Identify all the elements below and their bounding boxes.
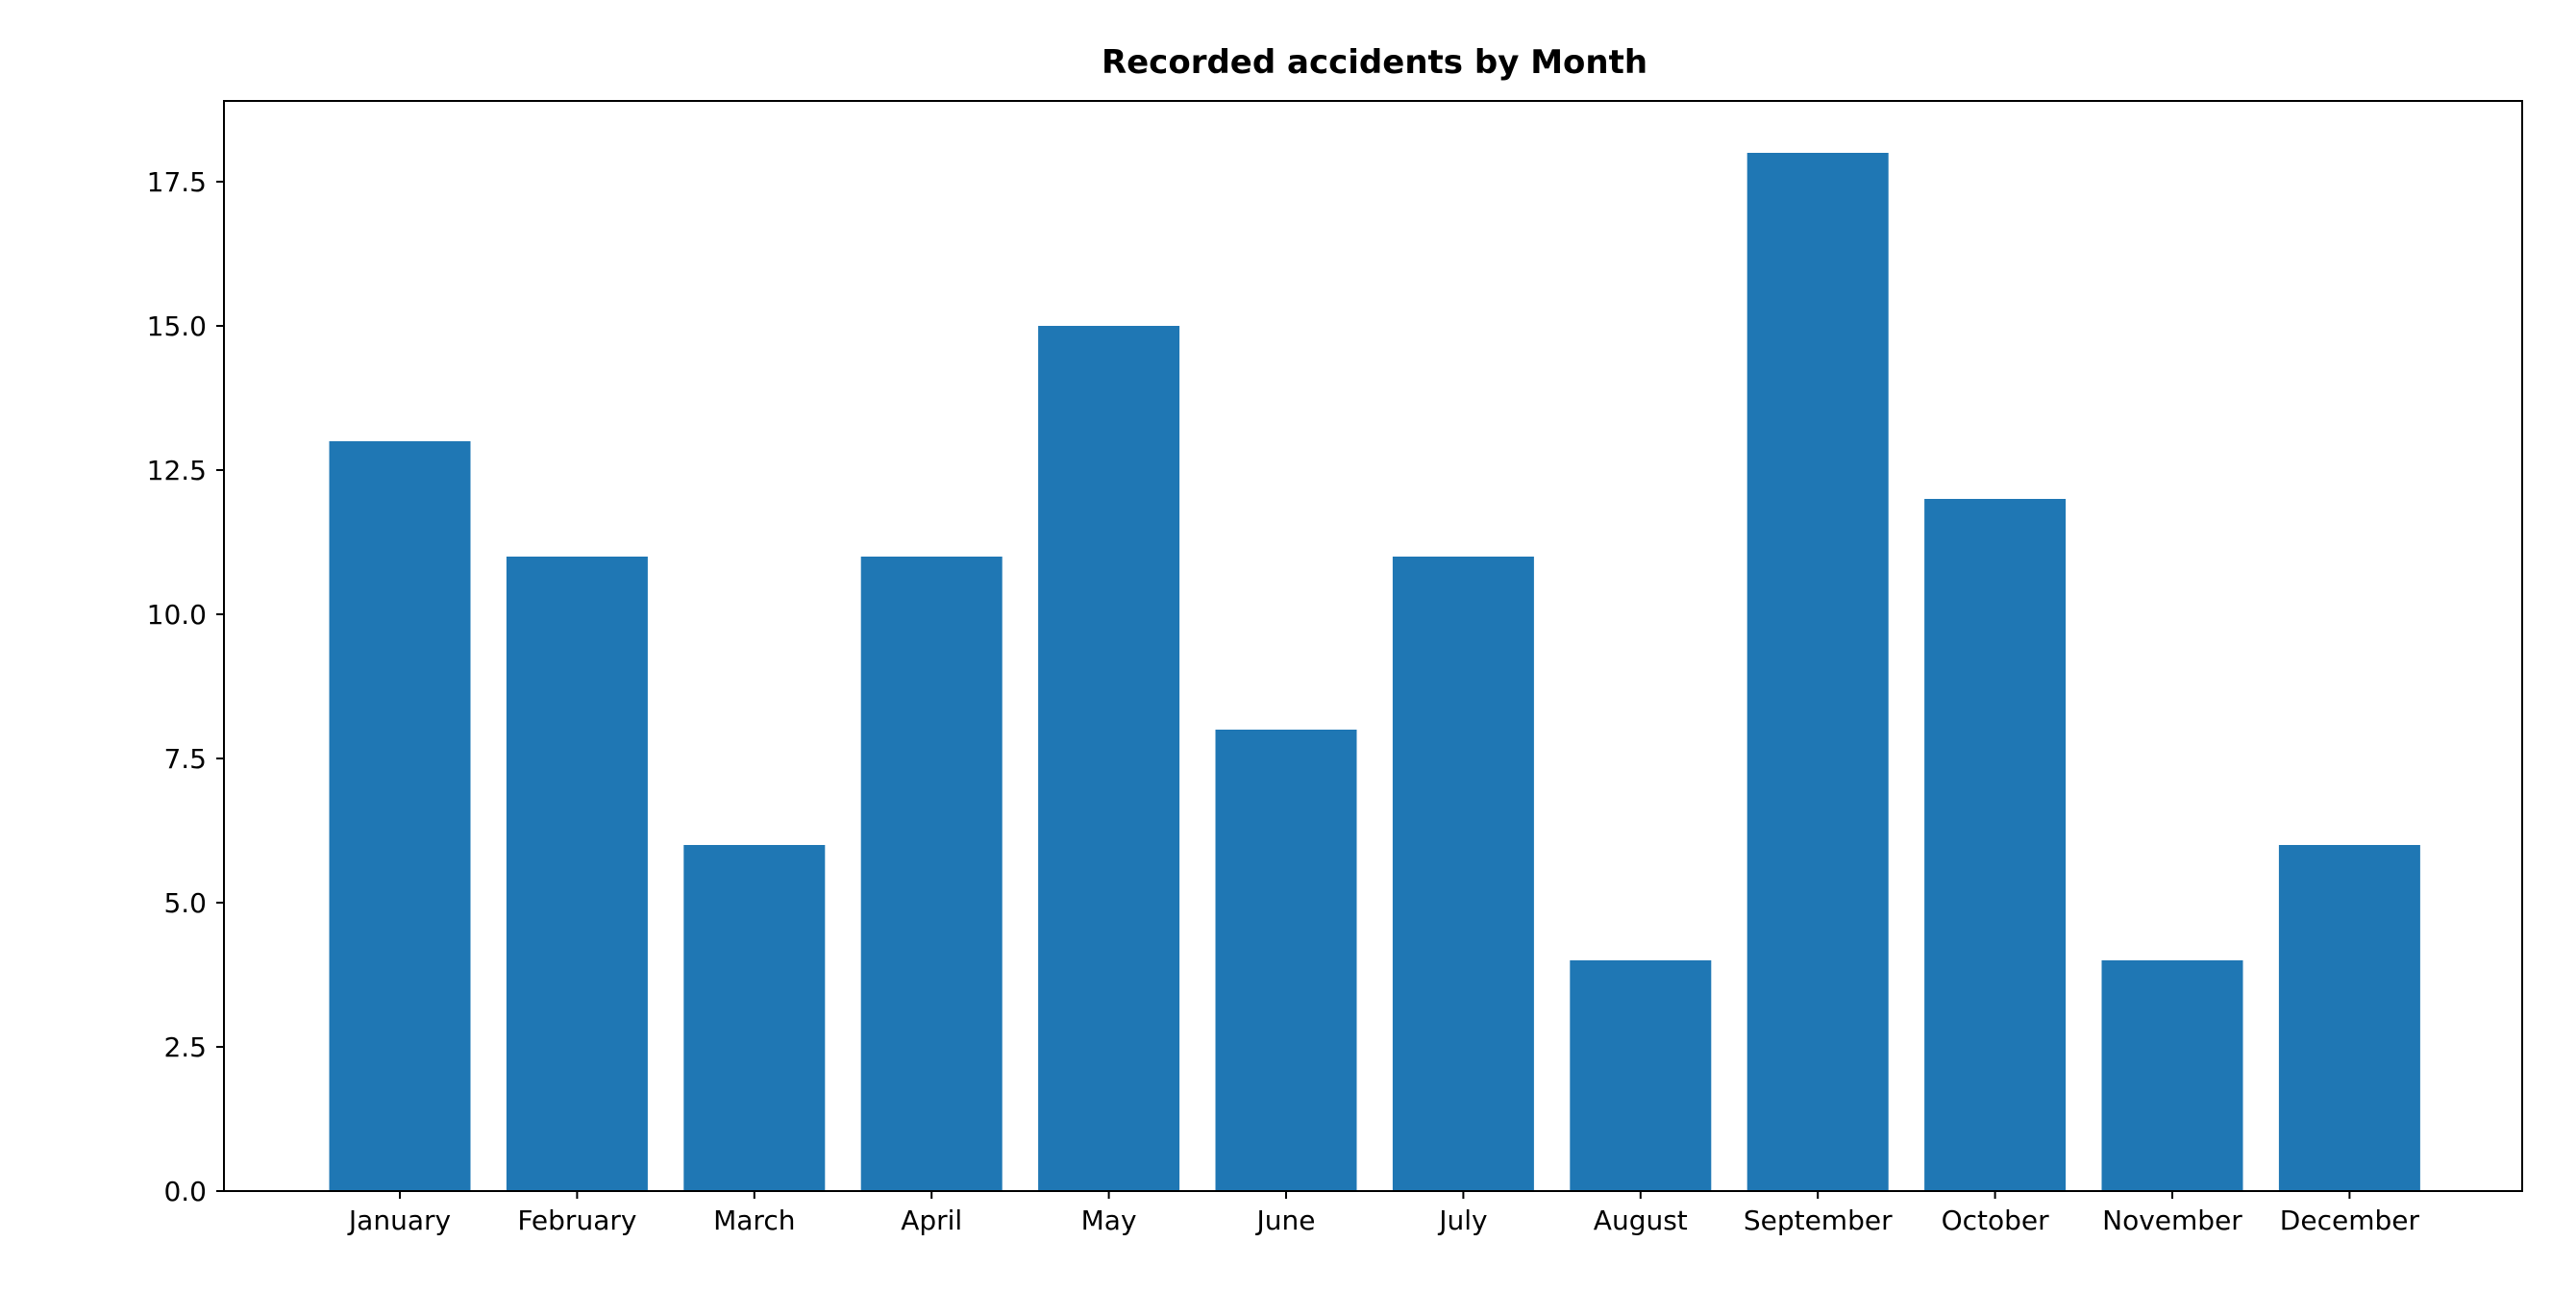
- bar-august: [1570, 960, 1712, 1191]
- y-tick-label: 0.0: [163, 1176, 207, 1207]
- y-tick-label: 2.5: [163, 1031, 207, 1063]
- bar-march: [683, 845, 826, 1191]
- bar-february: [506, 557, 648, 1191]
- bar-july: [1392, 557, 1534, 1191]
- x-tick-label-may: May: [1081, 1205, 1137, 1236]
- y-axis: 0.0 2.5 5.0 7.5 10.0 12.5 15.0 17.5: [147, 166, 224, 1207]
- bars-group: [329, 153, 2420, 1191]
- y-tick-label: 7.5: [163, 743, 207, 775]
- x-tick-label-september: September: [1744, 1205, 1893, 1236]
- x-tick-label-july: July: [1437, 1205, 1487, 1236]
- bar-october: [1924, 499, 2067, 1191]
- x-tick-label-november: November: [2102, 1205, 2242, 1236]
- x-tick-label-august: August: [1594, 1205, 1688, 1236]
- x-tick-label-october: October: [1942, 1205, 2050, 1236]
- bar-january: [329, 441, 471, 1191]
- bar-april: [860, 557, 1003, 1191]
- x-tick-label-january: January: [347, 1205, 451, 1236]
- chart-title: Recorded accidents by Month: [1102, 43, 1647, 82]
- y-tick-label: 17.5: [147, 166, 207, 198]
- y-tick-label: 12.5: [147, 455, 207, 486]
- x-tick-label-february: February: [517, 1205, 636, 1236]
- x-tick-label-april: April: [901, 1205, 962, 1236]
- bar-june: [1215, 730, 1357, 1191]
- plot-frame: [223, 100, 2523, 1192]
- x-tick-label-march: March: [713, 1205, 795, 1236]
- bar-november: [2101, 960, 2243, 1191]
- x-tick-label-june: June: [1255, 1205, 1316, 1236]
- y-tick-label: 5.0: [163, 887, 207, 919]
- bar-may: [1038, 326, 1180, 1191]
- bar-september: [1746, 153, 1889, 1191]
- y-tick-label: 10.0: [147, 599, 207, 631]
- x-tick-label-december: December: [2280, 1205, 2420, 1236]
- y-tick-label: 15.0: [147, 311, 207, 342]
- x-axis: January February March April May June July Augu…: [347, 1191, 2420, 1236]
- bar-december: [2278, 845, 2420, 1191]
